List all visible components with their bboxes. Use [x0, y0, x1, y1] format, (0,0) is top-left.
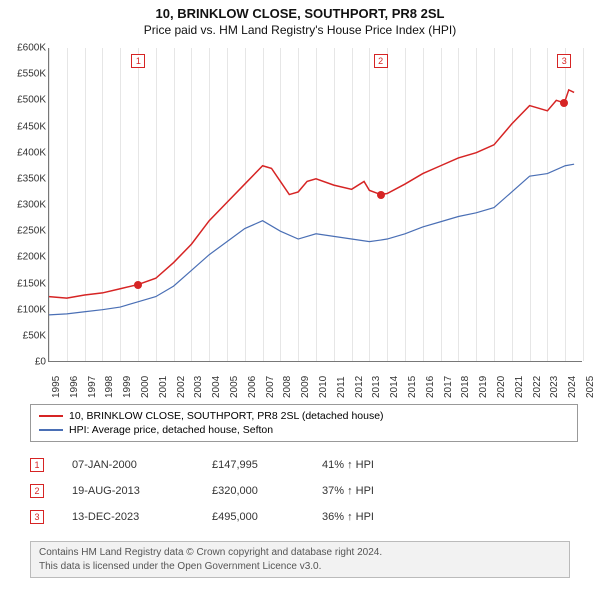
y-axis-tick-label: £250K: [2, 226, 46, 237]
sale-marker-point: [377, 191, 385, 199]
y-axis-tick-label: £600K: [2, 43, 46, 54]
x-axis-tick-label: 2015: [407, 376, 418, 398]
x-axis-tick-label: 2019: [478, 376, 489, 398]
x-axis-tick-label: 1995: [51, 376, 62, 398]
sale-date: 07-JAN-2000: [72, 459, 212, 471]
x-axis-tick-label: 2023: [549, 376, 560, 398]
x-axis-tick-label: 2003: [193, 376, 204, 398]
y-axis-tick-label: £500K: [2, 95, 46, 106]
legend-swatch: [39, 429, 63, 431]
y-axis-tick-label: £50K: [2, 330, 46, 341]
sale-row: 1 07-JAN-2000£147,99541% ↑ HPI: [30, 452, 432, 478]
sale-marker-point: [134, 281, 142, 289]
x-axis-tick-label: 2001: [158, 376, 169, 398]
x-axis-tick-label: 2011: [336, 376, 347, 398]
sale-price: £320,000: [212, 485, 322, 497]
legend-item: 10, BRINKLOW CLOSE, SOUTHPORT, PR8 2SL (…: [39, 409, 569, 423]
series-line: [49, 90, 574, 298]
y-axis-tick-label: £450K: [2, 121, 46, 132]
sale-price: £147,995: [212, 459, 322, 471]
series-line: [49, 164, 574, 315]
x-axis-tick-label: 2021: [514, 376, 525, 398]
sale-marker-point: [560, 99, 568, 107]
sale-row: 3 13-DEC-2023£495,00036% ↑ HPI: [30, 504, 432, 530]
sale-marker-label: 1: [131, 54, 145, 68]
sale-hpi-diff: 36% ↑ HPI: [322, 511, 432, 523]
plot-area: 1 2 3: [48, 48, 582, 362]
x-axis-tick-label: 2022: [532, 376, 543, 398]
legend-item: HPI: Average price, detached house, Seft…: [39, 423, 569, 437]
x-axis-tick-label: 1999: [122, 376, 133, 398]
x-gridline: [583, 48, 584, 361]
x-axis-tick-label: 2009: [300, 376, 311, 398]
footer-line1: Contains HM Land Registry data © Crown c…: [39, 546, 561, 560]
x-axis-tick-label: 2004: [211, 376, 222, 398]
x-axis-tick-label: 1996: [69, 376, 80, 398]
x-axis-tick-label: 2005: [229, 376, 240, 398]
sale-hpi-diff: 37% ↑ HPI: [322, 485, 432, 497]
x-axis-tick-label: 2013: [371, 376, 382, 398]
y-axis-tick-label: £200K: [2, 252, 46, 263]
sale-marker-label: 2: [374, 54, 388, 68]
sale-row: 2 19-AUG-2013£320,00037% ↑ HPI: [30, 478, 432, 504]
x-axis-tick-label: 2017: [443, 376, 454, 398]
sales-table: 1 07-JAN-2000£147,99541% ↑ HPI 2 19-AUG-201…: [30, 452, 432, 530]
legend-label: HPI: Average price, detached house, Seft…: [69, 424, 273, 436]
y-axis-tick-label: £400K: [2, 147, 46, 158]
x-axis-tick-label: 1998: [104, 376, 115, 398]
sale-row-marker: 1: [30, 458, 44, 472]
footer-line2: This data is licensed under the Open Gov…: [39, 560, 561, 574]
chart-title: 10, BRINKLOW CLOSE, SOUTHPORT, PR8 2SL: [0, 0, 600, 21]
y-axis-tick-label: £550K: [2, 69, 46, 80]
sale-row-marker: 3: [30, 510, 44, 524]
y-axis-tick-label: £300K: [2, 200, 46, 211]
x-axis-tick-label: 1997: [87, 376, 98, 398]
x-axis-tick-label: 2020: [496, 376, 507, 398]
x-axis-tick-label: 2010: [318, 376, 329, 398]
y-axis-tick-label: £150K: [2, 278, 46, 289]
x-axis-tick-label: 2006: [247, 376, 258, 398]
series-svg: [49, 48, 582, 361]
sale-date: 19-AUG-2013: [72, 485, 212, 497]
x-axis-tick-label: 2016: [425, 376, 436, 398]
sale-hpi-diff: 41% ↑ HPI: [322, 459, 432, 471]
legend-box: 10, BRINKLOW CLOSE, SOUTHPORT, PR8 2SL (…: [30, 404, 578, 442]
x-axis-tick-label: 2000: [140, 376, 151, 398]
y-axis-tick-label: £100K: [2, 304, 46, 315]
x-axis-tick-label: 2012: [354, 376, 365, 398]
x-axis-tick-label: 2025: [585, 376, 596, 398]
x-axis-tick-label: 2014: [389, 376, 400, 398]
x-axis-tick-label: 2007: [265, 376, 276, 398]
sale-row-marker: 2: [30, 484, 44, 498]
y-axis-tick-label: £350K: [2, 173, 46, 184]
sale-marker-label: 3: [557, 54, 571, 68]
legend-label: 10, BRINKLOW CLOSE, SOUTHPORT, PR8 2SL (…: [69, 410, 384, 422]
sale-price: £495,000: [212, 511, 322, 523]
x-axis-tick-label: 2024: [567, 376, 578, 398]
attribution-footer: Contains HM Land Registry data © Crown c…: [30, 541, 570, 578]
chart-subtitle: Price paid vs. HM Land Registry's House …: [0, 21, 600, 41]
legend-swatch: [39, 415, 63, 417]
x-axis-tick-label: 2008: [282, 376, 293, 398]
sale-date: 13-DEC-2023: [72, 511, 212, 523]
x-axis-tick-label: 2018: [460, 376, 471, 398]
x-axis-tick-label: 2002: [176, 376, 187, 398]
y-axis-tick-label: £0: [2, 357, 46, 368]
